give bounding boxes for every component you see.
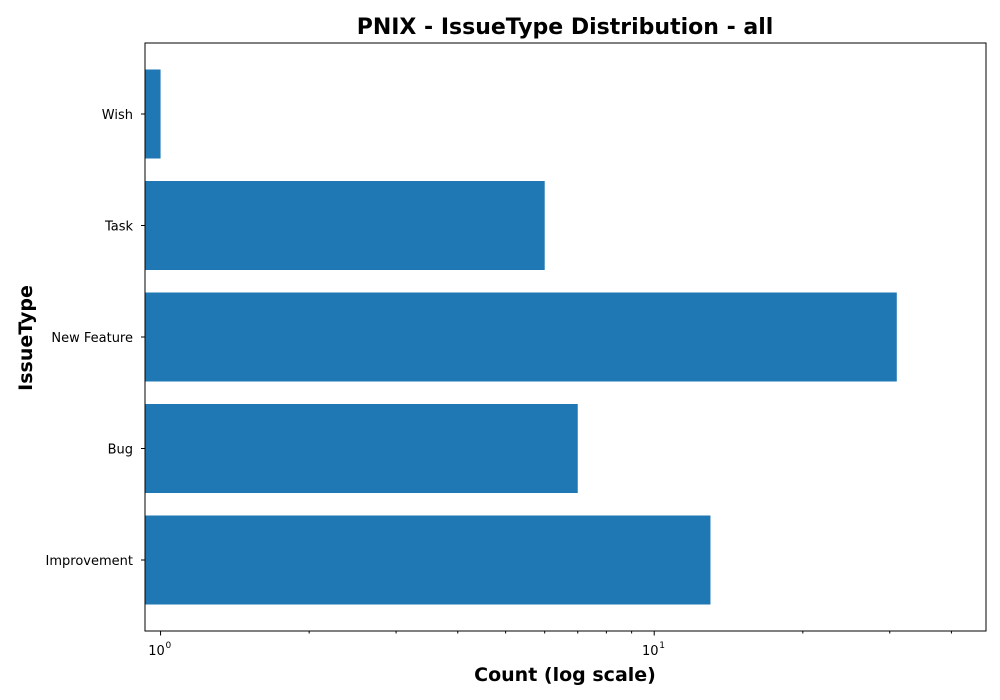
bar-new-feature [145,292,897,382]
x-tick-label: 10 [642,644,659,659]
plot-frame [144,42,987,632]
y-tick-label: Task [104,220,134,235]
x-tick-label-exponent: 0 [166,641,172,651]
y-ticks-group: Improvement Bug New Feature Task Wish [46,108,145,569]
x-ticks-group: 10 0 10 1 [148,631,952,659]
y-tick-label: Bug [108,443,133,458]
y-axis-label: IssueType [15,285,37,391]
bar-improvement [145,515,711,605]
x-tick-label: 10 [148,644,165,659]
bar-task [145,181,545,270]
y-tick-label: Wish [102,108,133,123]
bar-bug [145,404,578,493]
bar-wish [145,69,161,159]
y-tick-label: Improvement [46,554,133,569]
chart-title: PNIX - IssueType Distribution - all [357,15,774,40]
x-axis-label: Count (log scale) [474,664,656,686]
y-tick-label: New Feature [51,331,133,346]
bars-group [145,69,897,605]
x-tick-label-exponent: 1 [659,641,665,651]
